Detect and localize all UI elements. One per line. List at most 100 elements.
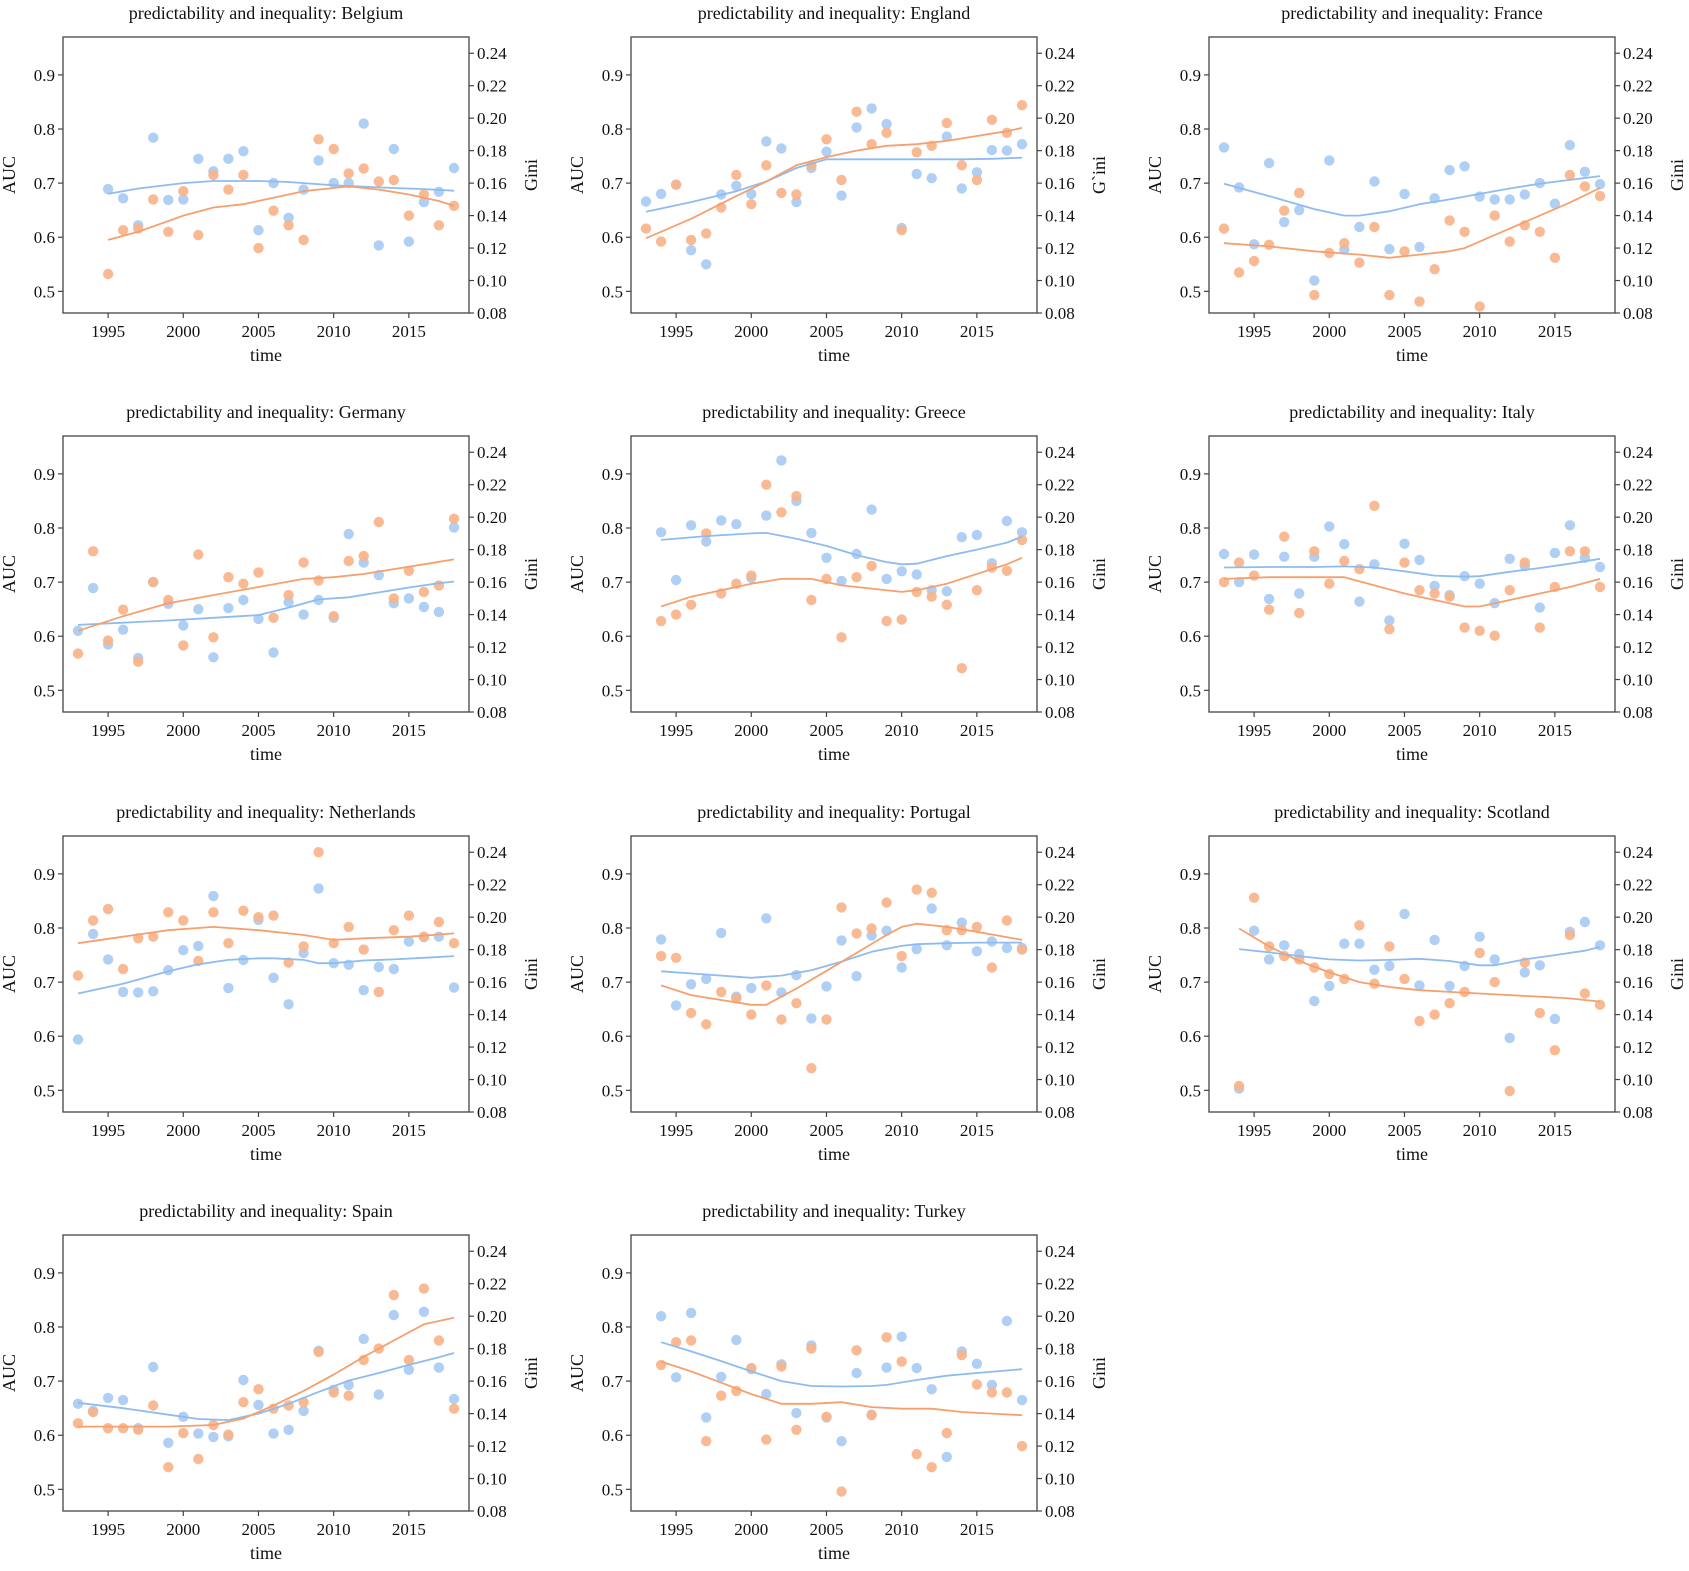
auc-point <box>418 196 430 208</box>
y2-tick-label: 0.08 <box>477 703 507 722</box>
y2-tick-label: 0.14 <box>1623 1006 1653 1025</box>
gini-point <box>298 234 309 246</box>
y2-tick-label: 0.24 <box>477 44 507 63</box>
auc-point <box>1263 157 1275 169</box>
plot-frame <box>630 1234 1038 1512</box>
y-tick-label: 0.5 <box>34 681 55 700</box>
gini-point <box>208 632 219 643</box>
auc-point <box>640 196 652 207</box>
auc-point <box>956 532 967 543</box>
y-tick-label: 0.7 <box>34 174 56 193</box>
gini-point <box>1354 257 1365 268</box>
gini-point <box>163 226 174 237</box>
x-axis-label: time <box>250 345 282 365</box>
x-axis-label: time <box>250 1543 282 1563</box>
auc-point <box>148 1361 159 1373</box>
y2-axis-label: Gini <box>1089 1357 1109 1389</box>
auc-point <box>655 1311 667 1322</box>
gini-point <box>238 1397 249 1408</box>
gini-point <box>761 479 772 490</box>
y2-tick-label: 0.16 <box>1045 573 1075 592</box>
gini-point <box>1248 255 1260 267</box>
panel-portugal: predictability and inequality: Portugal 1… <box>567 802 1109 1164</box>
gini-point <box>373 986 384 998</box>
auc-point <box>1444 980 1455 992</box>
y-axis-label: AUC <box>0 156 19 194</box>
gini-point <box>791 189 802 200</box>
x-tick-label: 2010 <box>1463 322 1497 341</box>
auc-point <box>851 971 862 982</box>
auc-point <box>343 528 354 540</box>
auc-point <box>87 928 99 940</box>
y2-tick-label: 0.12 <box>1045 638 1075 657</box>
x-tick-label: 2010 <box>317 1121 351 1140</box>
auc-trend-line <box>1223 557 1601 578</box>
auc-point <box>1248 925 1260 936</box>
gini-point <box>701 1019 712 1030</box>
auc-point <box>1504 553 1515 564</box>
y-tick-label: 0.8 <box>602 519 623 538</box>
gini-point <box>851 572 862 583</box>
auc-point <box>1444 164 1455 176</box>
gini-point <box>1354 920 1365 931</box>
gini-point <box>238 169 249 181</box>
gini-point <box>806 1063 817 1074</box>
gini-point <box>670 1337 682 1348</box>
x-tick-label: 2005 <box>1387 721 1421 740</box>
auc-point <box>163 1437 174 1449</box>
gini-point <box>1279 205 1290 216</box>
y-tick-label: 0.6 <box>602 627 623 646</box>
chart-title: predictability and inequality: Belgium <box>129 3 403 23</box>
gini-point <box>1594 190 1606 202</box>
gini-point <box>896 614 907 625</box>
y2-tick-label: 0.22 <box>1623 77 1653 96</box>
auc-point <box>926 1384 937 1395</box>
gini-point <box>1354 563 1365 575</box>
gini-point <box>403 565 415 576</box>
gini-point <box>1414 296 1425 307</box>
y-tick-label: 0.8 <box>1180 519 1201 538</box>
auc-trend-line <box>645 156 1023 213</box>
gini-point <box>670 609 682 620</box>
auc-point <box>117 1394 129 1406</box>
x-tick-label: 2005 <box>1387 322 1421 341</box>
auc-point <box>1001 515 1013 527</box>
x-tick-label: 2010 <box>885 721 919 740</box>
gini-point <box>253 242 264 254</box>
panel-italy: predictability and inequality: Italy 1995… <box>1145 402 1687 764</box>
gini-point <box>716 986 727 998</box>
auc-point <box>1594 179 1606 190</box>
auc-point <box>941 940 952 951</box>
x-tick-label: 2005 <box>809 322 843 341</box>
auc-point <box>685 1307 697 1319</box>
y-tick-label: 0.8 <box>602 1318 623 1337</box>
plot-frame <box>630 835 1038 1113</box>
auc-point <box>791 1407 802 1419</box>
gini-point <box>1233 1080 1245 1092</box>
auc-point <box>313 155 324 166</box>
gini-point <box>238 905 249 916</box>
auc-point <box>836 190 847 201</box>
x-tick-label: 2015 <box>392 1121 426 1140</box>
auc-point <box>911 569 922 580</box>
auc-point <box>283 1424 294 1436</box>
auc-point <box>1534 602 1546 613</box>
gini-point <box>1016 944 1028 955</box>
y2-tick-label: 0.08 <box>1045 703 1075 722</box>
gini-point <box>102 268 114 280</box>
gini-point <box>253 567 264 578</box>
x-tick-label: 2010 <box>317 1520 351 1539</box>
y2-axis-label: Gini <box>521 159 541 191</box>
gini-point <box>1459 622 1470 633</box>
gini-point <box>1369 221 1380 233</box>
auc-point <box>298 184 309 195</box>
y-axis-label: AUC <box>1145 156 1165 194</box>
auc-point <box>716 1371 727 1383</box>
y-tick-label: 0.8 <box>1180 919 1201 938</box>
auc-point <box>1339 539 1350 550</box>
y-axis-label: AUC <box>1145 955 1165 993</box>
gini-point <box>716 1390 727 1401</box>
y2-tick-label: 0.22 <box>1045 876 1075 895</box>
gini-point <box>866 1410 877 1421</box>
y2-axis-label: Gini <box>1667 958 1687 990</box>
